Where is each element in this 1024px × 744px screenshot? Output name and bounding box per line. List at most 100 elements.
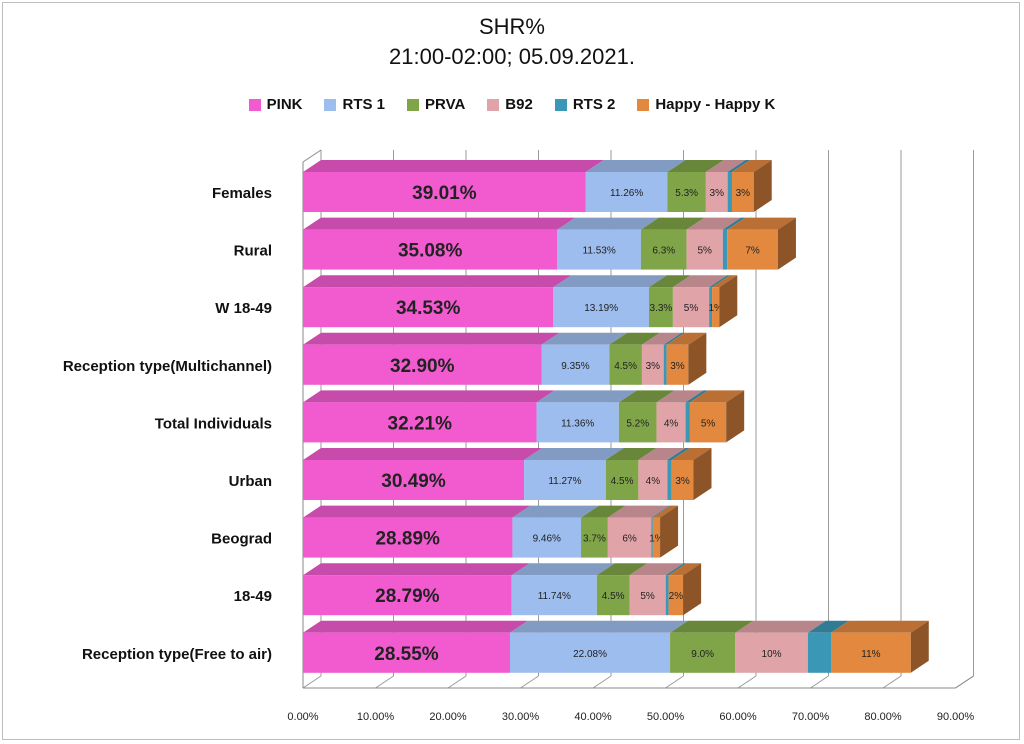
gridline-floor <box>447 675 467 689</box>
bar-top <box>671 448 712 460</box>
data-label: 13.19% <box>584 303 618 314</box>
legend-swatch <box>554 98 567 111</box>
bar-top <box>663 332 685 345</box>
bar-segment <box>605 460 639 500</box>
bar-top <box>629 563 684 576</box>
bar-segment <box>665 575 669 616</box>
legend-item-2: PRVA <box>407 96 465 113</box>
bar-top <box>541 332 628 345</box>
legend-item-3: B92 <box>487 96 533 113</box>
bar-segment <box>303 575 512 616</box>
bar-top <box>640 217 705 230</box>
bar-segment <box>607 517 652 558</box>
x-tick-label: 50.00% <box>647 711 685 723</box>
bar-segment <box>672 287 710 328</box>
bar-segment <box>303 632 510 673</box>
bar-top <box>670 620 754 633</box>
data-label: 3% <box>670 361 685 372</box>
category-label: Reception type(Free to air) <box>82 646 272 663</box>
data-label: 5% <box>684 303 699 314</box>
bar-segment <box>685 402 690 443</box>
legend-swatch <box>248 98 261 111</box>
bar-segment <box>303 460 525 500</box>
bar-top <box>303 563 530 576</box>
bar-segment <box>663 344 667 385</box>
bar-segment <box>303 172 586 212</box>
bar-segment <box>727 229 778 270</box>
bar-segment <box>303 287 554 328</box>
bar-side <box>683 563 702 616</box>
bar-segment <box>585 172 668 212</box>
legend-swatch <box>487 98 500 111</box>
bar-top <box>712 275 738 288</box>
data-label: 4% <box>664 418 679 429</box>
bar-top <box>731 160 772 172</box>
data-label: 22.08% <box>573 649 607 660</box>
data-label: 35.08% <box>398 241 463 262</box>
data-label: 1% <box>708 303 723 314</box>
legend-label: PINK <box>266 96 303 113</box>
bar-segment <box>671 460 694 500</box>
bar-side <box>777 217 796 270</box>
bar-side <box>726 390 745 443</box>
data-label: 3.7% <box>583 534 606 545</box>
data-label: 4.5% <box>614 361 637 372</box>
bar-segment <box>727 172 732 212</box>
data-label: 9.46% <box>533 534 561 545</box>
legend-label: B92 <box>505 96 533 113</box>
data-label: 5% <box>697 246 712 257</box>
data-label: 3% <box>710 188 725 199</box>
gridline-floor <box>592 675 612 689</box>
bar-top <box>303 160 604 172</box>
data-label: 6.3% <box>652 246 675 257</box>
bar-segment <box>670 632 736 673</box>
category-label: Females <box>212 185 272 202</box>
x-tick-label: 80.00% <box>864 711 902 723</box>
y-axis-top <box>302 149 322 163</box>
bar-segment <box>712 287 720 328</box>
bar-top <box>553 275 667 288</box>
x-tick-label: 20.00% <box>429 711 467 723</box>
bar-segment <box>638 460 668 500</box>
bar-segment <box>651 517 653 558</box>
gridline-floor <box>302 675 322 689</box>
bar-top <box>667 160 724 172</box>
legend-item-1: RTS 1 <box>324 96 385 113</box>
bar-side <box>688 332 707 385</box>
gridline-floor <box>810 675 829 689</box>
legend-item-0: PINK <box>248 96 303 113</box>
bar-top <box>685 390 708 403</box>
bar-segment <box>667 460 672 500</box>
bar-segment <box>731 172 754 212</box>
bar-segment <box>652 517 661 558</box>
bar-segment <box>596 575 630 616</box>
bar-top <box>735 620 826 633</box>
data-label: 1% <box>649 534 664 545</box>
bar-segment <box>557 229 641 270</box>
data-label: 30.49% <box>381 471 446 492</box>
bar-top <box>303 505 531 518</box>
bar-top <box>651 505 671 518</box>
chart-title: SHR% <box>478 14 545 39</box>
x-tick-label: 60.00% <box>719 711 757 723</box>
data-label: 39.01% <box>412 183 477 204</box>
data-label: 28.79% <box>375 586 440 607</box>
gridline-floor <box>882 675 902 689</box>
bar-top <box>831 620 929 633</box>
bar-segment <box>303 344 542 385</box>
bar-segment <box>648 287 673 328</box>
bar-segment <box>581 517 608 558</box>
data-label: 3% <box>646 361 661 372</box>
data-label: 5% <box>640 591 655 602</box>
bar-top <box>609 332 660 345</box>
bar-segment <box>618 402 657 443</box>
bar-side <box>753 160 772 212</box>
bar-segment <box>807 632 832 673</box>
bar-top <box>512 505 600 518</box>
data-label: 4% <box>646 476 661 487</box>
bar-top <box>638 448 686 460</box>
category-label: Reception type(Multichannel) <box>63 358 272 375</box>
bar-segment <box>303 402 537 443</box>
